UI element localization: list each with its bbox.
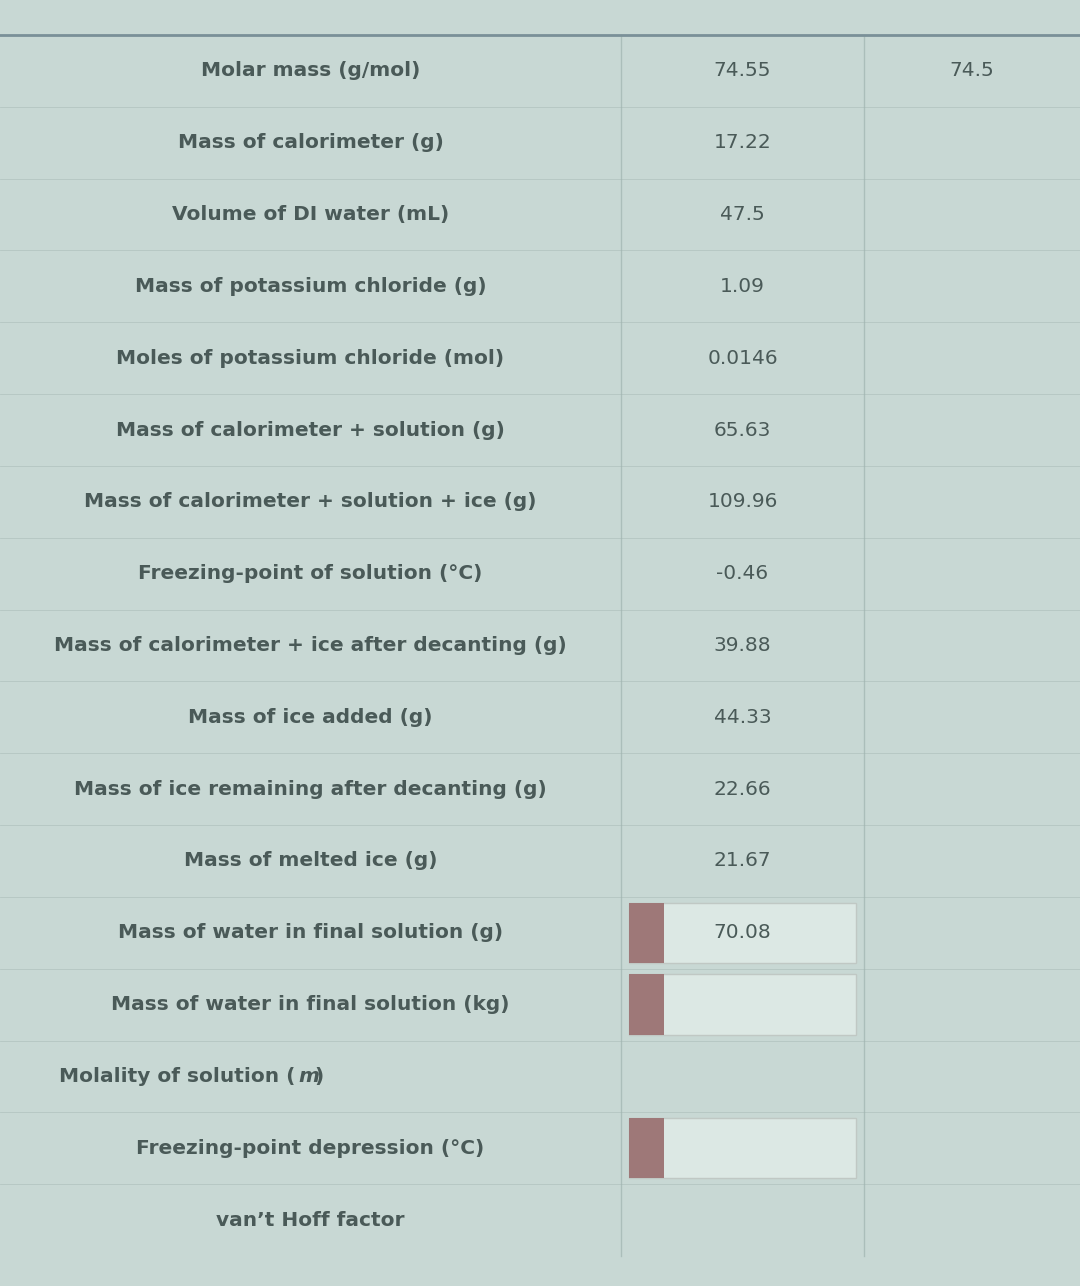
Text: 22.66: 22.66 <box>714 779 771 799</box>
Text: 17.22: 17.22 <box>714 134 771 152</box>
Text: 21.67: 21.67 <box>714 851 771 871</box>
Text: 70.08: 70.08 <box>714 923 771 943</box>
Text: Freezing-point depression (°C): Freezing-point depression (°C) <box>136 1139 485 1157</box>
Text: ): ) <box>314 1067 324 1085</box>
Text: van’t Hoff factor: van’t Hoff factor <box>216 1210 405 1229</box>
Text: 109.96: 109.96 <box>707 493 778 512</box>
Text: m: m <box>298 1067 320 1085</box>
Text: 65.63: 65.63 <box>714 421 771 440</box>
Text: -0.46: -0.46 <box>716 565 769 583</box>
Text: Mass of ice added (g): Mass of ice added (g) <box>188 707 433 727</box>
Text: 39.88: 39.88 <box>714 637 771 655</box>
Text: Moles of potassium chloride (mol): Moles of potassium chloride (mol) <box>117 349 504 368</box>
Text: Mass of potassium chloride (g): Mass of potassium chloride (g) <box>135 276 486 296</box>
Bar <box>629 903 856 963</box>
Bar <box>629 1118 856 1178</box>
Text: Molality of solution (: Molality of solution ( <box>59 1067 296 1085</box>
Text: Molar mass (g/mol): Molar mass (g/mol) <box>201 62 420 81</box>
Text: Mass of calorimeter + solution + ice (g): Mass of calorimeter + solution + ice (g) <box>84 493 537 512</box>
Text: 0.0146: 0.0146 <box>707 349 778 368</box>
Bar <box>629 975 663 1035</box>
Text: 74.5: 74.5 <box>949 62 995 81</box>
Text: Mass of calorimeter + ice after decanting (g): Mass of calorimeter + ice after decantin… <box>54 637 567 655</box>
Text: Mass of calorimeter (g): Mass of calorimeter (g) <box>177 134 444 152</box>
Text: 1.09: 1.09 <box>720 276 765 296</box>
Text: Mass of ice remaining after decanting (g): Mass of ice remaining after decanting (g… <box>75 779 546 799</box>
Text: Molality of solution (m): Molality of solution (m) <box>177 1067 444 1085</box>
Text: Mass of water in final solution (kg): Mass of water in final solution (kg) <box>111 995 510 1015</box>
Text: 74.55: 74.55 <box>714 62 771 81</box>
Text: 44.33: 44.33 <box>714 707 771 727</box>
Bar <box>629 1118 663 1178</box>
Text: Mass of melted ice (g): Mass of melted ice (g) <box>184 851 437 871</box>
Text: Mass of water in final solution (g): Mass of water in final solution (g) <box>118 923 503 943</box>
Text: Mass of calorimeter + solution (g): Mass of calorimeter + solution (g) <box>116 421 505 440</box>
Bar <box>629 903 663 963</box>
Text: Volume of DI water (mL): Volume of DI water (mL) <box>172 204 449 224</box>
Text: 47.5: 47.5 <box>720 204 765 224</box>
Text: Freezing-point of solution (°C): Freezing-point of solution (°C) <box>138 565 483 583</box>
Bar <box>629 975 856 1035</box>
